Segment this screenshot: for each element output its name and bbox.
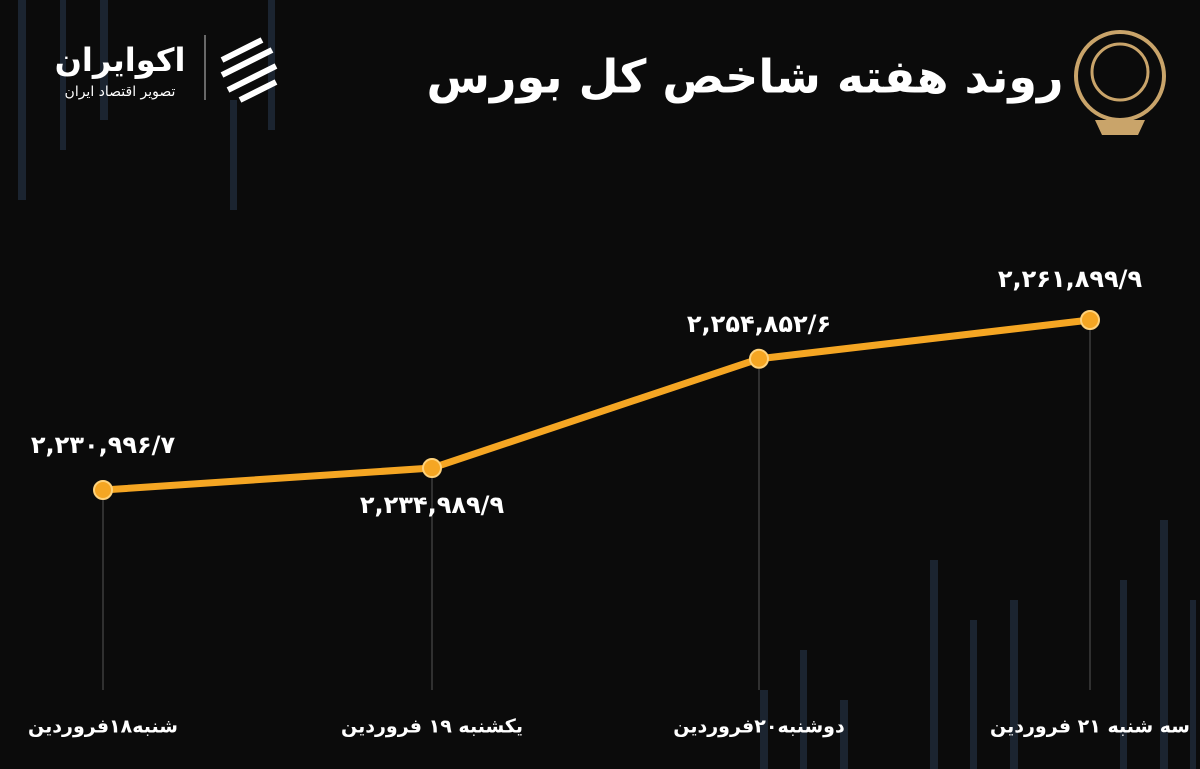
data-point — [1080, 310, 1100, 330]
x-tick-label: سه شنبه ۲۱ فروردین — [990, 716, 1190, 738]
x-tick-label: شنبه۱۸فروردین — [28, 716, 178, 738]
data-label: ۲,۲۳۰,۹۹۶/۷ — [31, 431, 176, 459]
series-line — [102, 316, 1091, 494]
exchange-emblem — [1074, 30, 1166, 135]
chart-title: روند هفته شاخص کل بورس — [427, 50, 1064, 104]
x-tick-label: دوشنبه۲۰فروردین — [673, 716, 845, 738]
x-tick-label: یکشنبه ۱۹ فروردین — [341, 716, 523, 738]
brand-icon — [220, 37, 278, 103]
data-point — [93, 480, 113, 500]
data-point — [749, 348, 769, 369]
decor-bars — [18, 0, 1196, 769]
data-label: ۲,۲۶۱,۸۹۹/۹ — [998, 265, 1143, 293]
data-label: ۲,۲۵۴,۸۵۲/۶ — [687, 310, 831, 338]
data-label: ۲,۲۳۴,۹۸۹/۹ — [360, 491, 505, 519]
brand-name: اکوایران — [55, 41, 186, 79]
data-point — [422, 458, 442, 479]
brand-tagline: تصویر اقتصاد ایران — [65, 84, 176, 100]
